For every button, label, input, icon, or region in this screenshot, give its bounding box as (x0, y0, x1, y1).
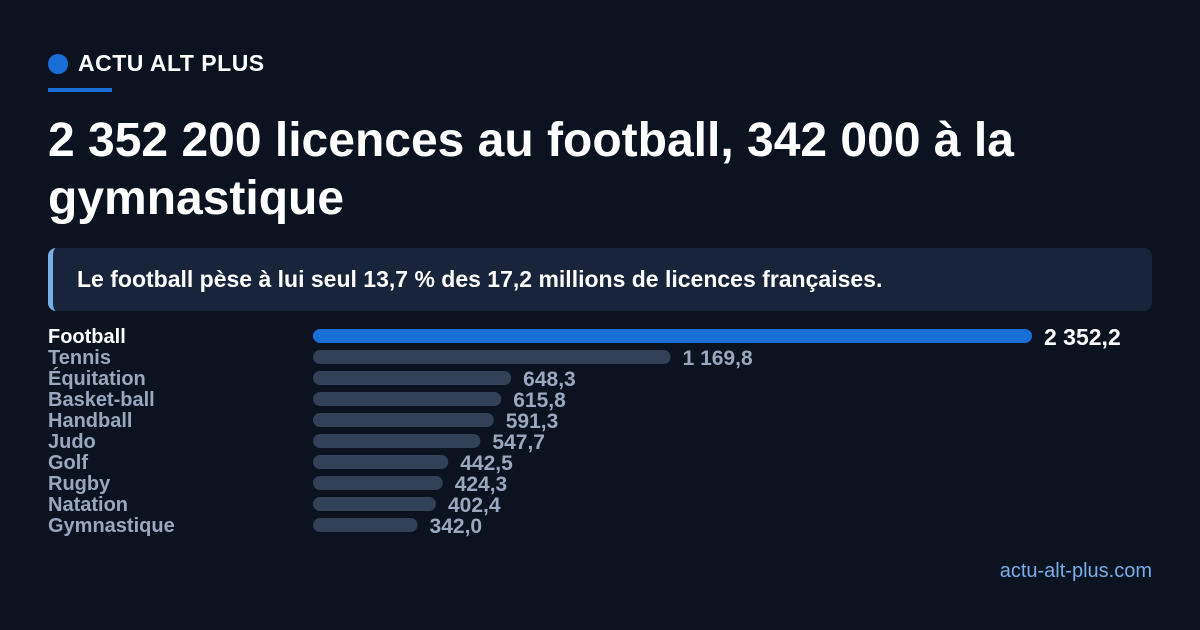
brand-underline (48, 88, 112, 92)
category-label-3: Basket-ball (48, 389, 155, 411)
bar-chart: Football 2 352,2 Tennis 1 169,8 Équitation 64… (0, 324, 1200, 544)
bar-4 (313, 413, 494, 427)
value-label-6: 442,5 (460, 452, 513, 475)
bar-2 (313, 371, 512, 385)
subtitle-box: Le football pèse à lui seul 13,7 % des 1… (48, 248, 1152, 311)
bar-8 (313, 497, 437, 511)
bar-0 (313, 329, 1032, 343)
brand-name: ACTU ALT PLUS (78, 50, 265, 76)
bar-7 (313, 476, 443, 490)
page-title: 2 352 200 licences au football, 342 000 … (48, 114, 1014, 225)
value-label-8: 402,4 (448, 494, 501, 517)
bar-5 (313, 434, 481, 448)
value-label-2: 648,3 (523, 368, 576, 391)
category-label-4: Handball (48, 410, 132, 432)
value-label-4: 591,3 (506, 410, 559, 433)
category-label-2: Équitation (48, 367, 146, 390)
category-label-9: Gymnastique (48, 515, 175, 537)
brand-dot-icon (48, 53, 68, 74)
subtitle: Le football pèse à lui seul 13,7 % des 1… (77, 266, 883, 292)
category-label-6: Golf (48, 452, 88, 474)
value-label-3: 615,8 (513, 389, 566, 412)
bar-6 (313, 455, 449, 469)
bar-3 (313, 392, 502, 406)
bar-9 (313, 518, 418, 532)
brand: ACTU ALT PLUS (48, 50, 265, 77)
category-label-8: Natation (48, 494, 128, 516)
bar-chart-svg: Football 2 352,2 Tennis 1 169,8 Équitation 64… (48, 324, 1121, 538)
category-label-5: Judo (48, 431, 96, 453)
value-label-7: 424,3 (455, 473, 508, 496)
value-label-0: 2 352,2 (1044, 324, 1121, 350)
value-label-1: 1 169,8 (683, 347, 753, 370)
category-label-7: Rugby (48, 473, 111, 495)
category-label-0: Football (48, 326, 126, 348)
footer-site-link[interactable]: actu-alt-plus.com (999, 560, 1152, 582)
bar-1 (313, 350, 671, 364)
category-label-1: Tennis (48, 347, 111, 369)
value-label-5: 547,7 (492, 431, 545, 454)
value-label-9: 342,0 (430, 515, 483, 538)
